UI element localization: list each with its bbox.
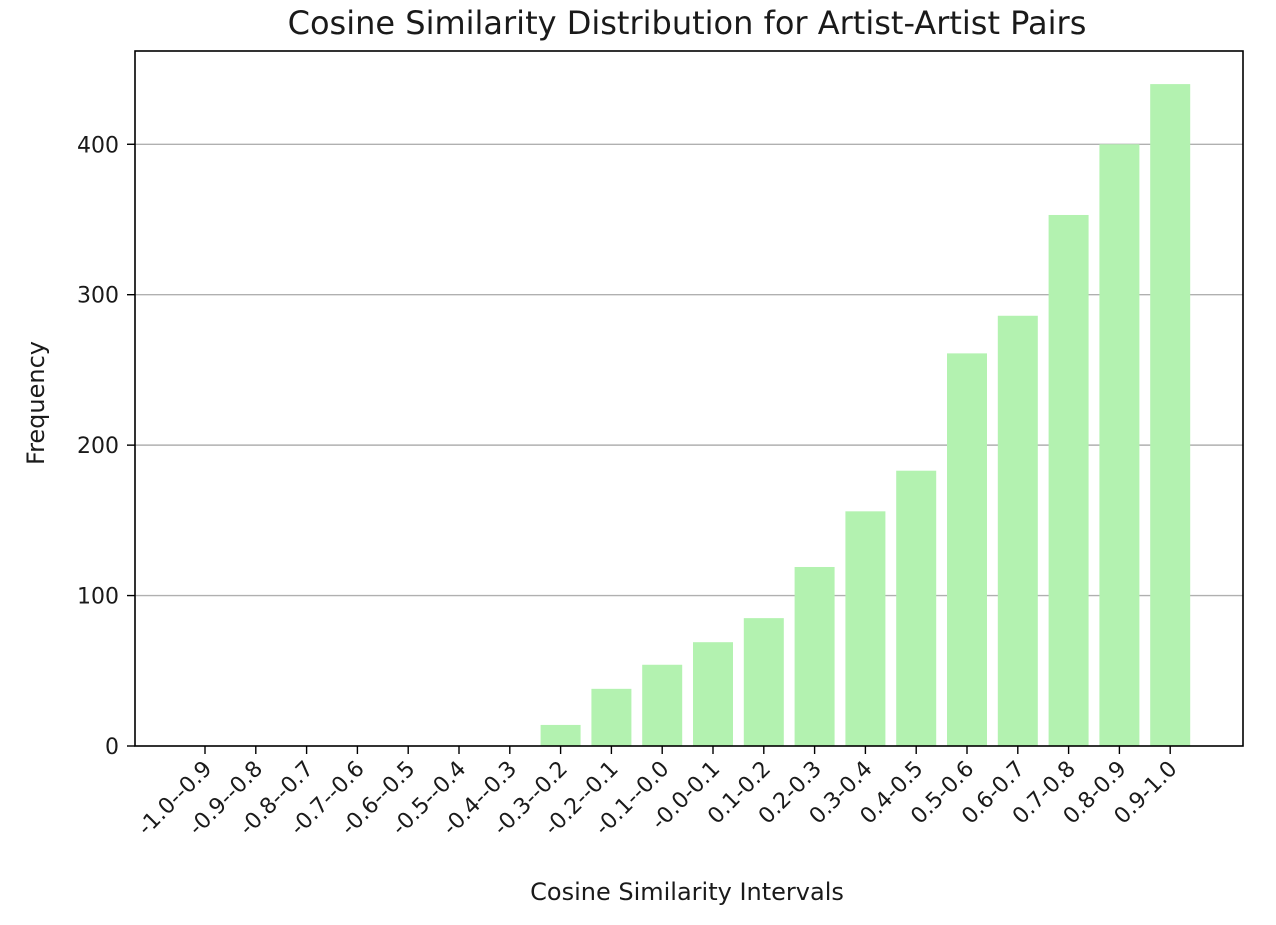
bar bbox=[540, 724, 581, 746]
y-tick-label: 300 bbox=[77, 284, 119, 309]
bar bbox=[642, 664, 683, 746]
bar bbox=[1150, 84, 1191, 747]
x-axis-ticks: -1.0--0.9-0.9--0.8-0.8--0.7-0.7--0.6-0.6… bbox=[133, 746, 1182, 841]
plot-frame bbox=[134, 50, 1244, 747]
bar bbox=[743, 618, 784, 746]
bar bbox=[1099, 144, 1140, 746]
y-tick-label: 0 bbox=[105, 735, 119, 760]
bar bbox=[947, 353, 987, 746]
y-axis-label: Frequency bbox=[22, 341, 50, 465]
bars bbox=[540, 84, 1191, 747]
y-axis-ticks: 0 100 200 300 400 bbox=[77, 133, 135, 760]
y-tick-label: 200 bbox=[77, 434, 119, 459]
y-tick-label: 100 bbox=[77, 585, 119, 610]
bar bbox=[693, 642, 733, 746]
bar bbox=[896, 470, 937, 746]
chart-title: Cosine Similarity Distribution for Artis… bbox=[288, 4, 1087, 42]
y-tick-label: 400 bbox=[77, 133, 119, 158]
bar bbox=[997, 315, 1038, 746]
bar bbox=[794, 566, 835, 746]
bar bbox=[845, 511, 886, 746]
x-axis-label: Cosine Similarity Intervals bbox=[530, 878, 844, 906]
bar bbox=[591, 688, 632, 746]
bar bbox=[1048, 214, 1089, 746]
